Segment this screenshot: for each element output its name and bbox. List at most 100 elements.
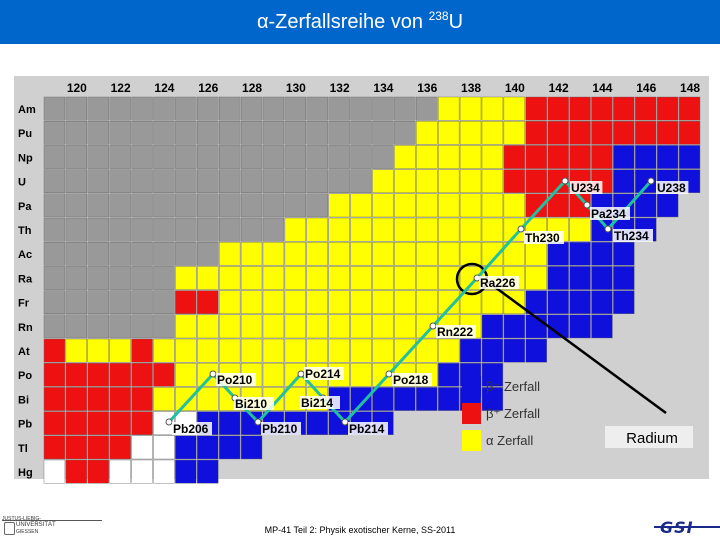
nuclide-cell xyxy=(503,120,525,145)
chain-node xyxy=(429,322,437,330)
nuclide-cell xyxy=(350,266,372,290)
chain-node xyxy=(385,370,393,378)
nuclide-cell xyxy=(481,363,504,387)
nuclide-cell xyxy=(43,169,66,194)
nuclide-cell xyxy=(262,338,285,363)
nuclide-cell xyxy=(613,96,635,121)
nuclide-cell xyxy=(678,120,701,145)
nuclide-cell xyxy=(459,120,482,145)
nuclide-cell xyxy=(306,290,328,315)
nuclide-cell xyxy=(175,338,197,363)
chain-node xyxy=(165,418,173,426)
nuclide-cell xyxy=(438,290,460,315)
nuclide-cell xyxy=(240,217,263,242)
nuclide-cell xyxy=(438,387,460,411)
nuclide-cell xyxy=(175,363,197,387)
nuclide-cell xyxy=(43,459,66,484)
nuclide-cell xyxy=(131,338,153,363)
nuclide-cell xyxy=(87,338,109,363)
nuclide-cell xyxy=(240,290,263,315)
chain-label: Rn222 xyxy=(437,325,473,339)
nuclide-cell xyxy=(131,363,153,387)
nuclide-cell xyxy=(657,120,679,145)
nuclide-cell xyxy=(591,314,613,339)
neutron-number-label: 146 xyxy=(636,81,656,95)
nuclide-cell xyxy=(65,266,88,290)
nuclide-cell xyxy=(394,387,416,411)
nuclide-cell xyxy=(547,193,569,218)
nuclide-cell xyxy=(525,96,547,121)
radium-callout: Radium xyxy=(626,430,678,447)
nuclide-cell xyxy=(438,363,460,387)
nuclide-cell xyxy=(328,314,350,339)
nuclide-cell xyxy=(240,96,263,121)
nuclide-cell xyxy=(503,145,525,169)
element-label: Fr xyxy=(18,298,30,310)
nuclide-cell xyxy=(525,241,547,266)
chain-label-bg xyxy=(392,373,432,386)
gsi-logo: GSI xyxy=(654,518,720,537)
nuclide-cell xyxy=(153,266,175,290)
nuclide-cell xyxy=(262,193,285,218)
nuclide-cell xyxy=(481,387,504,411)
nuclide-cell xyxy=(372,193,394,218)
chain-label: Bi210 xyxy=(235,397,267,411)
neutron-number-label: 122 xyxy=(111,81,131,95)
nuclide-cell xyxy=(87,387,109,411)
nuclide-cell xyxy=(503,193,525,218)
chain-node xyxy=(561,177,569,185)
nuclide-cell xyxy=(218,145,241,169)
nuclide-cell xyxy=(262,266,285,290)
nuclide-cell xyxy=(459,241,482,266)
nuclide-cell xyxy=(153,120,175,145)
element-label: Am xyxy=(18,104,36,116)
nuclide-cell xyxy=(175,241,197,266)
nuclide-cell xyxy=(416,96,438,121)
nuclide-cell xyxy=(87,193,109,218)
nuclide-cell xyxy=(43,217,66,242)
nuclide-cell xyxy=(394,266,416,290)
nuclide-cell xyxy=(481,96,504,121)
nuclide-cell xyxy=(262,241,285,266)
nuclide-cell xyxy=(569,145,591,169)
chain-node xyxy=(341,418,349,426)
nuclide-cell xyxy=(109,241,131,266)
nuclide-cell xyxy=(284,120,306,145)
nuclide-cell xyxy=(109,96,131,121)
nuclide-cell xyxy=(65,290,88,315)
chain-label-bg xyxy=(656,181,689,194)
chain-node xyxy=(297,370,305,378)
legend-swatch xyxy=(462,430,481,451)
nuclide-cell xyxy=(350,96,372,121)
nuclide-cell xyxy=(43,411,66,436)
nuclide-cell xyxy=(87,217,109,242)
university-logo: JUSTUS-LIEBIG- UNIVERSITÄT GIESSEN xyxy=(2,516,102,538)
nuclide-cell xyxy=(438,145,460,169)
element-label: Ra xyxy=(18,273,33,285)
nuclide-cell xyxy=(197,459,219,484)
nuclide-cell xyxy=(131,241,153,266)
nuclide-cell xyxy=(394,193,416,218)
nuclide-cell xyxy=(525,120,547,145)
nuclide-cell xyxy=(350,314,372,339)
nuclide-cell xyxy=(131,435,153,460)
footer-text: MP-41 Teil 2: Physik exotischer Kerne, S… xyxy=(264,525,456,535)
chain-label: Po214 xyxy=(305,367,341,381)
nuclide-cell xyxy=(394,314,416,339)
nuclide-cell xyxy=(547,169,569,194)
nuclide-cell xyxy=(372,96,394,121)
nuclide-cell xyxy=(284,169,306,194)
nuclide-cell xyxy=(394,145,416,169)
nuclide-cell xyxy=(218,338,241,363)
nuclide-cell xyxy=(43,145,66,169)
element-label: Hg xyxy=(18,467,33,479)
neutron-number-label: 136 xyxy=(417,81,437,95)
nuclide-cell xyxy=(657,145,679,169)
nuclide-cell xyxy=(109,411,131,436)
nuclide-cell xyxy=(43,435,66,460)
nuclide-cell xyxy=(569,96,591,121)
nuclide-cell xyxy=(613,241,635,266)
nuclide-cell xyxy=(547,145,569,169)
nuclide-cell xyxy=(65,459,88,484)
